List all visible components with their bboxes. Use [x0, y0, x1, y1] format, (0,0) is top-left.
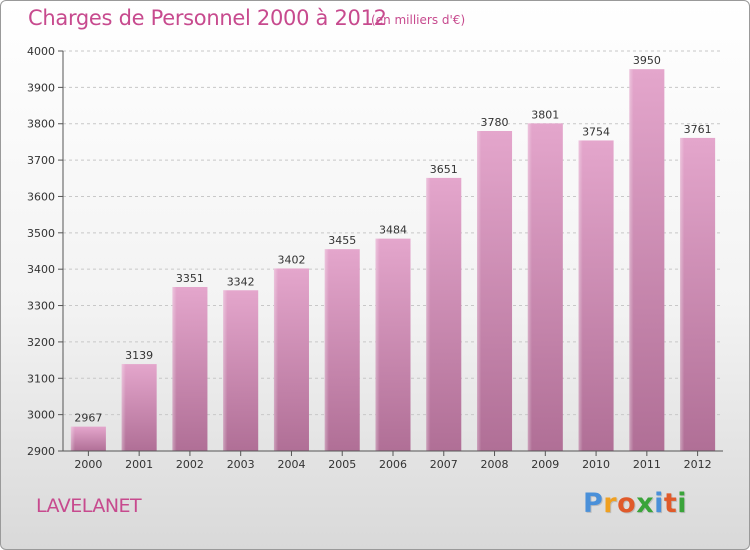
x-tick-label: 2011 [633, 458, 661, 471]
bar-highlight [121, 364, 157, 451]
bar-value-label: 3761 [684, 123, 712, 136]
y-tick-label: 3500 [27, 227, 55, 240]
chart-title: Charges de Personnel 2000 à 2012 [28, 6, 387, 30]
x-tick-label: 2001 [125, 458, 153, 471]
bar-value-label: 2967 [74, 412, 102, 425]
logo-letter: o [617, 488, 637, 519]
bar-value-label: 3801 [531, 108, 559, 121]
x-tick-label: 2005 [328, 458, 356, 471]
x-tick-label: 2002 [176, 458, 204, 471]
x-tick-label: 2004 [277, 458, 305, 471]
y-tick-label: 4000 [27, 45, 55, 58]
y-tick-label: 3100 [27, 372, 55, 385]
town-name: LAVELANET [36, 495, 142, 517]
logo-letter: x [636, 488, 655, 519]
x-tick-label: 2010 [582, 458, 610, 471]
y-tick-label: 3400 [27, 263, 55, 276]
x-tick-label: 2000 [74, 458, 102, 471]
x-tick-label: 2012 [684, 458, 712, 471]
y-tick-label: 2900 [27, 445, 55, 458]
bar-highlight [680, 137, 716, 451]
bar-highlight [273, 268, 309, 451]
y-tick-label: 3800 [27, 118, 55, 131]
bar-highlight [426, 177, 462, 451]
bar-highlight [375, 238, 411, 451]
bar-value-label: 3455 [328, 234, 356, 247]
bar-value-label: 3342 [227, 275, 255, 288]
x-tick-label: 2009 [531, 458, 559, 471]
bar-value-label: 3351 [176, 272, 204, 285]
proxiti-logo: Proxiti [583, 488, 687, 519]
logo-letter: t [663, 488, 678, 519]
logo-letter: i [654, 488, 664, 519]
logo-letter: i [677, 488, 688, 519]
x-tick-label: 2008 [481, 458, 509, 471]
y-tick-label: 3200 [27, 336, 55, 349]
bar-value-label: 3139 [125, 349, 153, 362]
chart-subtitle: (en milliers d'€) [371, 13, 466, 27]
y-tick-label: 3700 [27, 154, 55, 167]
bar-value-label: 3754 [582, 125, 610, 138]
bar-highlight [477, 131, 513, 451]
bar-highlight [172, 287, 208, 451]
x-tick-label: 2007 [430, 458, 458, 471]
y-tick-label: 3000 [27, 409, 55, 422]
bar-highlight [70, 426, 106, 451]
bar-highlight [578, 140, 614, 452]
bar-value-label: 3651 [430, 163, 458, 176]
x-tick-label: 2003 [227, 458, 255, 471]
bar-value-label: 3950 [633, 54, 661, 67]
bar-value-label: 3484 [379, 224, 407, 237]
y-tick-label: 3900 [27, 81, 55, 94]
logo-letter: P [583, 488, 604, 519]
bar-highlight [527, 123, 563, 451]
logo-letter: r [603, 488, 618, 519]
bar-value-label: 3780 [481, 116, 509, 129]
bar-highlight [223, 290, 259, 451]
x-tick-label: 2006 [379, 458, 407, 471]
bar-value-label: 3402 [277, 253, 305, 266]
bar-highlight [629, 69, 665, 451]
y-tick-label: 3300 [27, 300, 55, 313]
y-tick-label: 3600 [27, 190, 55, 203]
bar-highlight [324, 249, 360, 451]
